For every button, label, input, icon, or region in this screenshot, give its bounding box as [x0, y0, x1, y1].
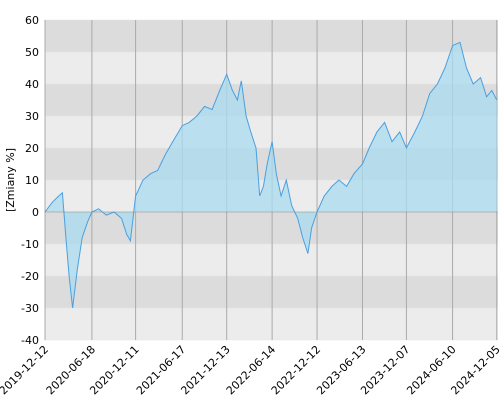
y-tick-label: 20 [25, 142, 39, 155]
y-tick-label: 50 [25, 46, 39, 59]
band [45, 52, 498, 84]
y-tick-label: -40 [21, 334, 39, 347]
line [44, 41, 498, 309]
y-tick-label: -10 [21, 238, 39, 251]
y-tick-label: 60 [25, 14, 39, 27]
band [45, 244, 498, 276]
y-tick-label: -20 [21, 270, 39, 283]
y-axis-label: [Zmiany %] [4, 148, 17, 212]
band [45, 308, 498, 340]
y-tick-label: -30 [21, 302, 39, 315]
y-tick-label: 30 [25, 110, 39, 123]
band [45, 20, 498, 52]
area [45, 42, 497, 309]
band [45, 84, 498, 116]
band [45, 276, 498, 308]
y-tick-label: 10 [25, 174, 39, 187]
y-tick-label: 40 [25, 78, 39, 91]
y-tick-label: 0 [32, 206, 39, 219]
band [45, 212, 498, 244]
